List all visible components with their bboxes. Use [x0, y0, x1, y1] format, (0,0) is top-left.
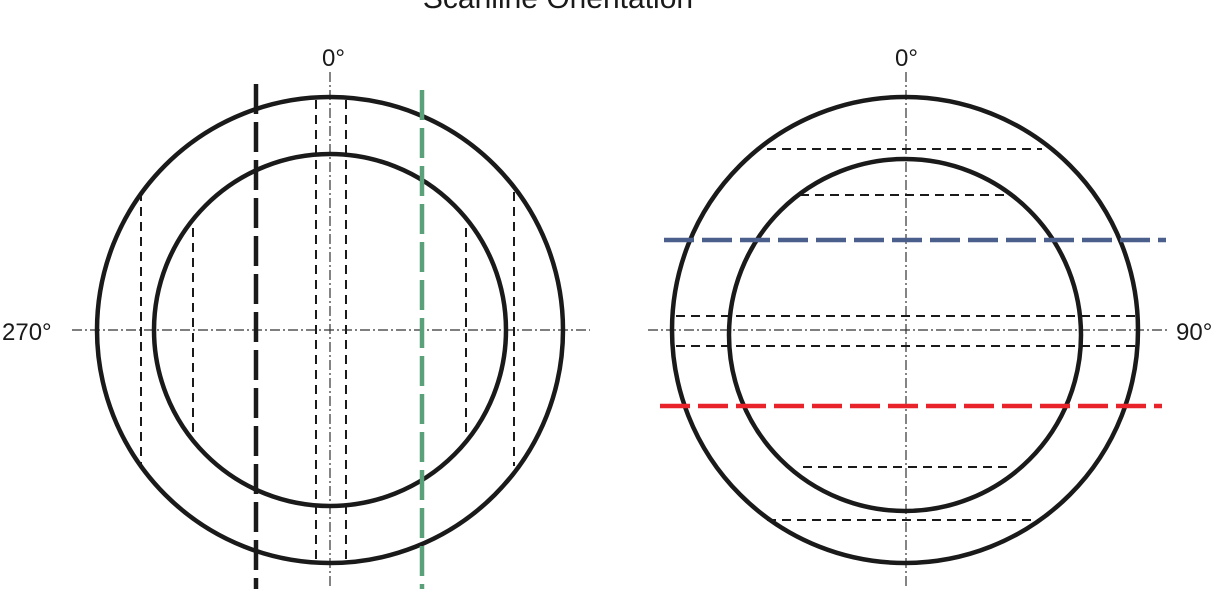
right-outer-ring	[669, 94, 1141, 566]
left-side-label: 270°	[2, 319, 52, 346]
right-top-label: 0°	[895, 45, 918, 72]
left-outer-ring	[94, 94, 566, 566]
left-top-label: 0°	[322, 45, 345, 72]
diagram-title: Scanline Orientation	[423, 0, 693, 15]
right-diagram: 0° 90°	[648, 45, 1212, 589]
left-diagram: 0° 270°	[2, 45, 590, 589]
left-inner-ring	[151, 151, 509, 509]
right-inner-ring	[726, 156, 1084, 514]
right-side-label: 90°	[1176, 319, 1212, 346]
